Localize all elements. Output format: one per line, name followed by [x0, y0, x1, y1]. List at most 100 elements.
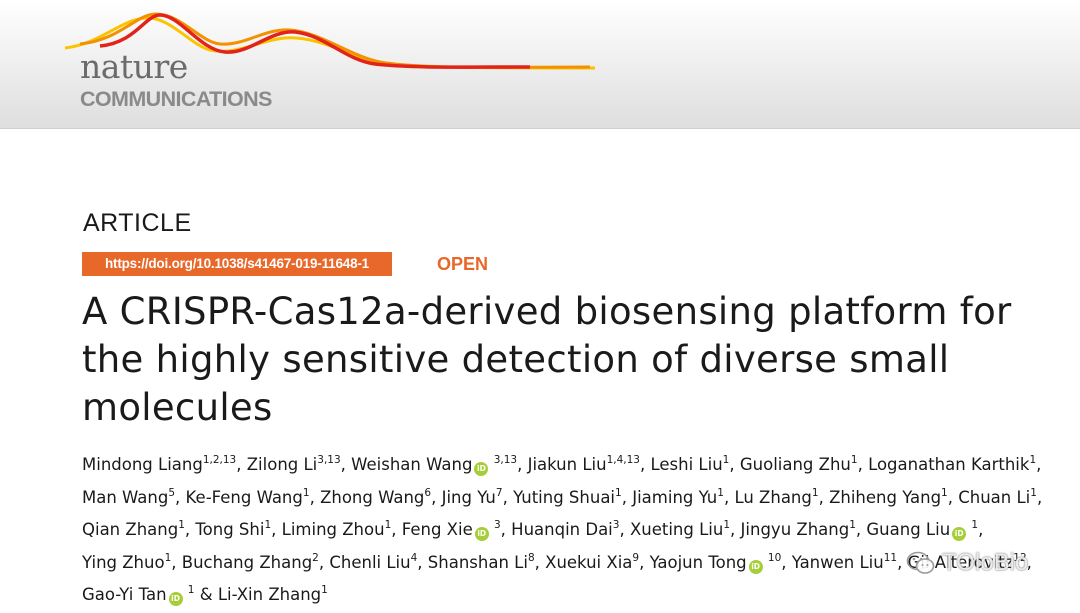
- author-name[interactable]: Mindong Liang: [82, 455, 203, 474]
- author-name[interactable]: Zilong Li: [246, 455, 318, 474]
- author-name[interactable]: Jiakun Liu: [527, 455, 607, 474]
- author-name[interactable]: Chenli Liu: [329, 552, 411, 572]
- wechat-icon: [906, 551, 935, 574]
- author-affiliation: 1: [717, 486, 724, 499]
- author-affiliation: 1: [302, 486, 310, 499]
- author-name[interactable]: Ying Zhuo: [82, 552, 165, 572]
- author-affiliation: 1,2,13: [202, 454, 237, 466]
- author-name[interactable]: Yuting Shuai: [513, 487, 616, 507]
- author-affiliation: 1: [384, 519, 392, 531]
- author-affiliation: 6: [424, 486, 432, 499]
- author-list: Mindong Liang1,2,13, Zilong Li3,13, Weis…: [82, 454, 1043, 606]
- author-affiliation: 1,4,13: [606, 454, 640, 466]
- author-name[interactable]: Yanwen Liu: [791, 552, 884, 572]
- watermark: TOloBio: [906, 546, 1028, 580]
- author-item: Feng Xie iD 3: [401, 519, 501, 541]
- author-affiliation: 1: [811, 486, 819, 499]
- author-name[interactable]: Qian Zhang: [82, 520, 179, 539]
- author-affiliation: 10: [767, 551, 782, 564]
- author-name[interactable]: Jingyu Zhang: [740, 520, 850, 539]
- orcid-icon[interactable]: iD: [748, 559, 763, 574]
- author-name[interactable]: Jing Yu: [441, 487, 496, 507]
- article-title: A CRISPR-Cas12a-derived biosensing platf…: [82, 290, 1012, 429]
- author-affiliation: 1: [187, 584, 195, 596]
- orcid-icon[interactable]: iD: [952, 527, 967, 541]
- orcid-icon[interactable]: iD: [474, 462, 489, 476]
- author-name[interactable]: Man Wang: [82, 487, 169, 507]
- author-name[interactable]: Zhiheng Yang: [829, 487, 942, 507]
- author-affiliation: 3,13: [493, 454, 518, 466]
- author-name[interactable]: Liming Zhou: [281, 520, 385, 539]
- author-name[interactable]: Ke-Feng Wang: [185, 487, 303, 507]
- author-item: Jiaming Yu1: [632, 486, 724, 507]
- author-item: Ke-Feng Wang1: [185, 486, 310, 507]
- orcid-icon[interactable]: iD: [474, 527, 489, 541]
- author-affiliation: 1: [1029, 454, 1037, 466]
- author-affiliation: 12: [1013, 551, 1027, 564]
- journal-logo-communications: COMMUNICATIONS: [80, 87, 272, 111]
- author-affiliation: 1: [850, 454, 858, 466]
- journal-logo-nature: nature: [80, 47, 188, 86]
- author-affiliation: 1: [941, 486, 948, 499]
- author-name[interactable]: Xueting Liu: [629, 520, 724, 539]
- author-name[interactable]: Li-Xin Zhang: [217, 585, 322, 604]
- author-affiliation: 8: [527, 551, 535, 564]
- author-item: Liming Zhou1: [281, 519, 392, 539]
- author-affiliation: 3: [612, 519, 620, 531]
- author-item: Weishan Wang iD 3,13: [351, 454, 518, 476]
- author-item: Qian Zhang1: [82, 519, 185, 539]
- author-item: Jingyu Zhang1: [740, 519, 856, 539]
- author-item: Yuting Shuai1: [513, 486, 622, 507]
- author-affiliation: 1: [321, 584, 328, 596]
- author-affiliation: 1: [1030, 486, 1037, 499]
- author-item: Zilong Li3,13: [246, 454, 341, 474]
- author-item: Lu Zhang1: [734, 486, 819, 507]
- author-affiliation: 1: [722, 454, 730, 466]
- author-item: Gao-Yi Tan iD 1: [82, 584, 195, 606]
- author-name[interactable]: Loganathan Karthik: [868, 455, 1030, 474]
- author-item: Huanqin Dai3: [511, 519, 620, 539]
- author-name[interactable]: Zhong Wang: [320, 487, 425, 507]
- author-item: Guang Liu iD 1: [866, 519, 979, 541]
- author-item: Zhong Wang6: [320, 486, 432, 507]
- doi-link[interactable]: https://doi.org/10.1038/s41467-019-11648…: [82, 252, 392, 276]
- watermark-text: TOloBio: [942, 549, 1029, 576]
- author-item: Jiakun Liu1,4,13: [527, 454, 640, 474]
- author-name[interactable]: Shanshan Li: [427, 552, 528, 572]
- author-name[interactable]: Jiaming Yu: [632, 487, 718, 507]
- author-item: Xuekui Xia9: [545, 552, 639, 572]
- author-item: Tong Shi1: [195, 519, 271, 539]
- author-affiliation: 1: [615, 486, 622, 499]
- author-affiliation: 4: [410, 551, 418, 564]
- author-name[interactable]: Gao-Yi Tan: [82, 585, 167, 604]
- author-name[interactable]: Tong Shi: [195, 520, 265, 539]
- article-type-label: ARTICLE: [83, 209, 192, 237]
- author-affiliation: 5: [168, 486, 176, 499]
- author-item: Man Wang5: [82, 486, 176, 507]
- author-name[interactable]: Guang Liu: [866, 520, 951, 539]
- journal-header: nature COMMUNICATIONS: [0, 0, 1080, 129]
- orcid-icon[interactable]: iD: [168, 592, 183, 606]
- author-name[interactable]: Guoliang Zhu: [739, 455, 851, 474]
- author-name[interactable]: Buchang Zhang: [181, 552, 313, 572]
- author-affiliation: 1: [971, 519, 979, 531]
- author-affiliation: 3: [493, 519, 501, 531]
- author-name[interactable]: Yaojun Tong: [649, 552, 747, 572]
- author-affiliation: 1: [164, 551, 172, 564]
- author-item: Shanshan Li8: [427, 551, 535, 572]
- author-name[interactable]: Leshi Liu: [650, 455, 723, 474]
- open-access-label: OPEN: [437, 254, 489, 274]
- author-item: Buchang Zhang2: [181, 552, 319, 572]
- nature-wave-logo-icon: [64, 12, 596, 70]
- author-item: Leshi Liu1: [650, 454, 730, 474]
- author-name[interactable]: Weishan Wang: [351, 455, 473, 474]
- author-name[interactable]: Feng Xie: [401, 520, 473, 539]
- author-name[interactable]: Chuan Li: [958, 487, 1031, 507]
- author-affiliation: 7: [495, 486, 503, 499]
- author-name[interactable]: Xuekui Xia: [545, 552, 633, 572]
- author-item: Ying Zhuo1: [82, 551, 172, 572]
- author-name[interactable]: Lu Zhang: [734, 487, 812, 507]
- author-item: Li-Xin Zhang1: [217, 584, 328, 604]
- author-item: Chenli Liu4: [329, 551, 418, 572]
- author-name[interactable]: Huanqin Dai: [511, 520, 613, 539]
